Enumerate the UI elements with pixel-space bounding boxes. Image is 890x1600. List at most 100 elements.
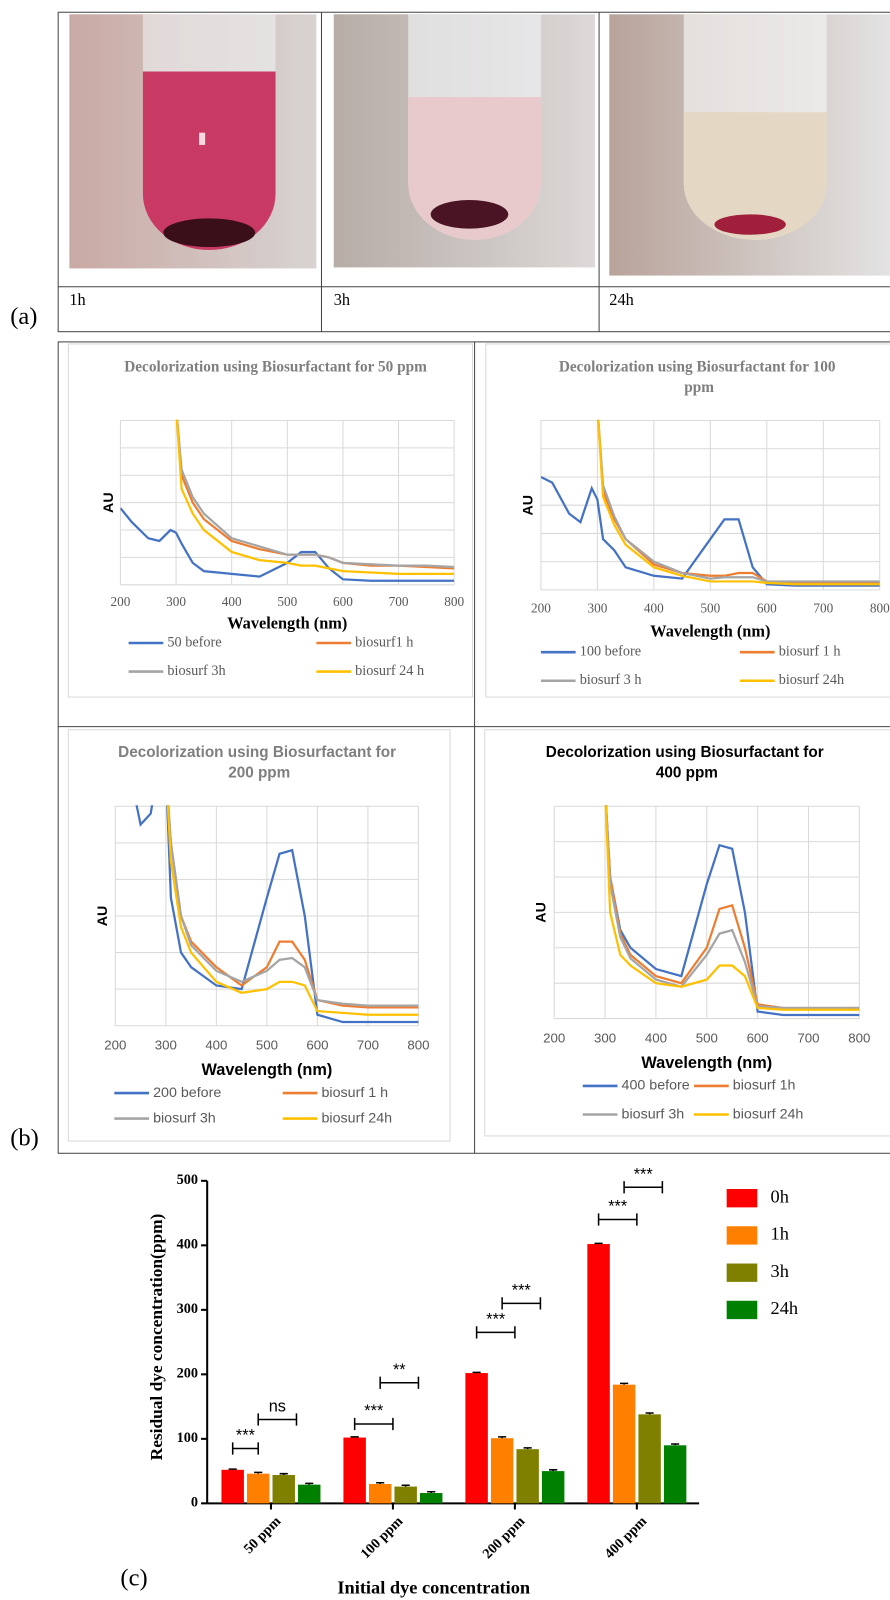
y-axis-label: AU — [534, 902, 550, 923]
x-axis-label: Wavelength (nm) — [650, 622, 770, 641]
significance-bracket — [623, 1181, 664, 1194]
spectrum-line — [604, 805, 860, 1010]
legend-swatch — [726, 1300, 758, 1320]
x-tick-label: 800 — [444, 594, 464, 609]
x-axis-label: Wavelength (nm) — [227, 613, 347, 632]
y-axis-label: AU — [101, 492, 117, 513]
significance-label: ns — [269, 1398, 286, 1416]
spectrum-line — [597, 419, 880, 586]
bar — [541, 1471, 565, 1504]
legend-label: 0h — [771, 1186, 789, 1206]
error-bar — [279, 1472, 288, 1475]
panel-label: (a) — [10, 303, 37, 330]
bar — [516, 1449, 539, 1504]
spectrum-line — [167, 805, 419, 1007]
error-bar — [254, 1471, 263, 1474]
error-bar — [305, 1482, 314, 1485]
x-tick-label: 200 — [531, 600, 551, 615]
significance-bracket — [475, 1326, 516, 1339]
x-tick-label: 200 — [104, 1038, 126, 1053]
photo-caption: 3h — [334, 290, 350, 309]
legend-label: 400 before — [622, 1078, 690, 1094]
panel-label: (c) — [120, 1565, 147, 1592]
legend-label: biosurf 1 h — [779, 643, 841, 659]
significance-bracket — [379, 1376, 420, 1389]
legend-label: biosurf 24h — [733, 1106, 804, 1122]
error-bar — [620, 1382, 629, 1385]
error-bar — [401, 1484, 410, 1487]
legend-label: biosurf 3h — [153, 1110, 216, 1126]
bar — [490, 1438, 514, 1504]
x-tick-label: 600 — [306, 1038, 328, 1053]
chart-title: Decolorization using Biosurfactant for 2… — [118, 744, 400, 781]
x-tick-label: 500 — [696, 1030, 718, 1045]
significance-bracket — [257, 1413, 298, 1426]
error-bar — [523, 1447, 532, 1450]
spectrum-line — [597, 419, 880, 583]
x-tick-label: 400 ppm — [602, 1513, 651, 1562]
bar — [343, 1437, 366, 1504]
x-tick-label: 600 — [757, 600, 777, 615]
x-tick-label: 400 — [205, 1038, 227, 1053]
legend-label: 24h — [771, 1298, 799, 1318]
photo-caption: 24h — [609, 290, 633, 309]
legend-label: biosurf 3 h — [580, 672, 642, 688]
bar — [587, 1244, 610, 1504]
error-bar — [228, 1468, 237, 1470]
x-tick-label: 400 — [222, 594, 242, 609]
bar — [663, 1445, 687, 1504]
chart-title: Decolorization using Biosurfactant for 1… — [559, 358, 840, 395]
x-tick-label: 400 — [645, 1030, 667, 1045]
y-tick-label: 0 — [191, 1495, 198, 1511]
significance-label: ** — [393, 1361, 406, 1379]
panel-label: (b) — [10, 1125, 39, 1152]
significance-label: *** — [608, 1198, 628, 1216]
significance-label: *** — [634, 1165, 654, 1183]
chart-title: Decolorization using Biosurfactant for 4… — [546, 744, 828, 781]
x-tick-label: 300 — [594, 1030, 616, 1045]
y-tick-label: 300 — [177, 1301, 198, 1317]
legend-label: biosurf 3h — [167, 663, 225, 679]
significance-bracket — [353, 1417, 394, 1431]
spectrum-line — [176, 419, 455, 569]
error-bar — [498, 1436, 507, 1439]
x-tick-label: 200 — [543, 1030, 565, 1045]
x-tick-label: 500 — [700, 600, 720, 615]
bar — [419, 1493, 443, 1504]
spectrum-line — [604, 805, 860, 1017]
x-axis-label: Wavelength (nm) — [201, 1061, 332, 1079]
significance-label: *** — [236, 1427, 256, 1445]
x-tick-label: 700 — [813, 600, 833, 615]
x-tick-label: 500 — [277, 594, 297, 609]
bar — [298, 1484, 321, 1504]
spectra-panel — [57, 341, 890, 1154]
error-bar — [472, 1371, 481, 1374]
error-bar — [427, 1490, 436, 1494]
x-tick-label: 800 — [407, 1038, 429, 1053]
x-tick-label: 600 — [333, 594, 353, 609]
legend-swatch — [726, 1188, 758, 1208]
bar — [465, 1373, 488, 1504]
y-tick-label: 100 — [177, 1430, 198, 1446]
spectrum-line — [540, 475, 880, 587]
legend-label: biosurf 1 h — [321, 1085, 388, 1101]
bar — [638, 1414, 661, 1504]
error-bar — [350, 1436, 359, 1438]
legend-label: biosurf 24h — [779, 672, 844, 688]
legend-label: biosurf1 h — [355, 634, 413, 650]
spectrum-line — [175, 419, 455, 575]
x-axis-label: Wavelength (nm) — [641, 1054, 772, 1072]
legend-label: 100 before — [580, 643, 641, 659]
photo-1h — [69, 14, 317, 269]
x-tick-label: 300 — [166, 594, 186, 609]
x-tick-label: 200 ppm — [480, 1513, 529, 1562]
legend-label: 50 before — [167, 634, 221, 650]
photo-caption: 1h — [69, 290, 85, 309]
y-tick-label: 500 — [177, 1172, 198, 1188]
error-bar — [594, 1242, 603, 1245]
significance-bracket — [597, 1213, 638, 1226]
x-tick-label: 200 — [110, 594, 130, 609]
legend-label: biosurf 3h — [622, 1106, 685, 1122]
error-bar — [549, 1469, 558, 1472]
